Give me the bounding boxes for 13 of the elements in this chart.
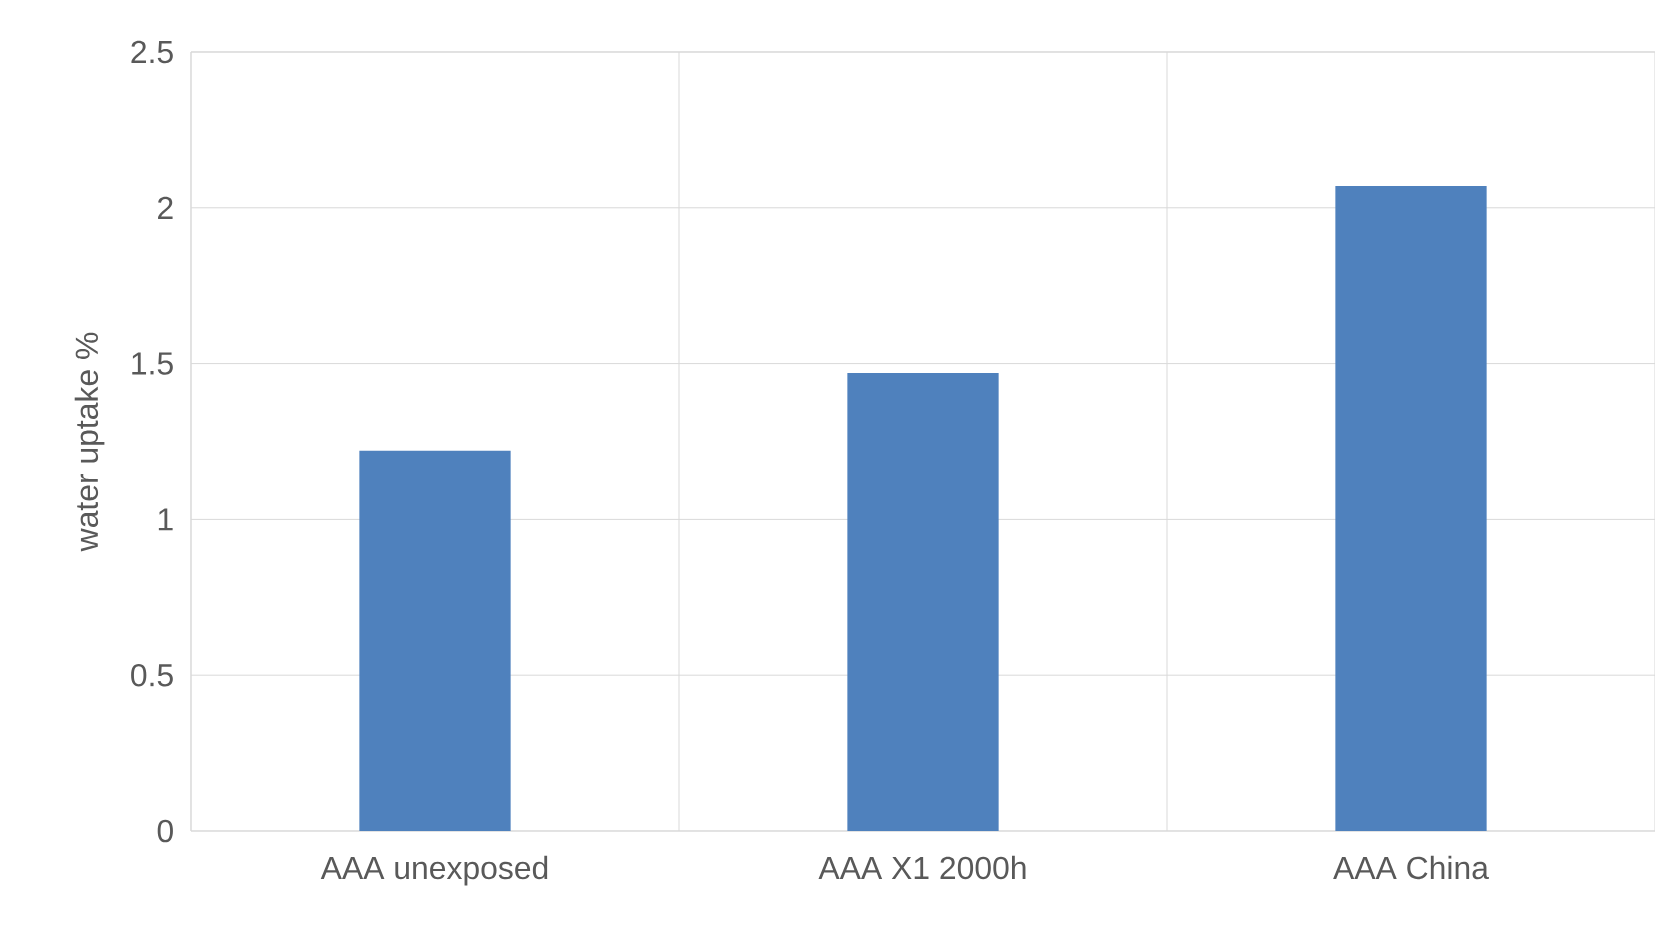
y-tick-label: 0 xyxy=(157,819,173,843)
x-tick-label: AAA unexposed xyxy=(320,855,548,886)
y-axis-title: water uptake % xyxy=(74,332,105,552)
y-tick-label: 1.5 xyxy=(132,352,173,375)
y-tick-label: 0.5 xyxy=(131,663,173,687)
y-tick-label: 1 xyxy=(158,508,173,531)
y-tick-label: 2.5 xyxy=(131,40,173,64)
x-tick-label: AAA China xyxy=(1333,855,1489,880)
bar xyxy=(359,450,511,831)
x-tick-label: AAA X1 2000h xyxy=(818,855,1026,880)
bar xyxy=(1335,185,1487,831)
bar xyxy=(847,372,999,831)
y-tick-label: 2 xyxy=(158,196,173,219)
